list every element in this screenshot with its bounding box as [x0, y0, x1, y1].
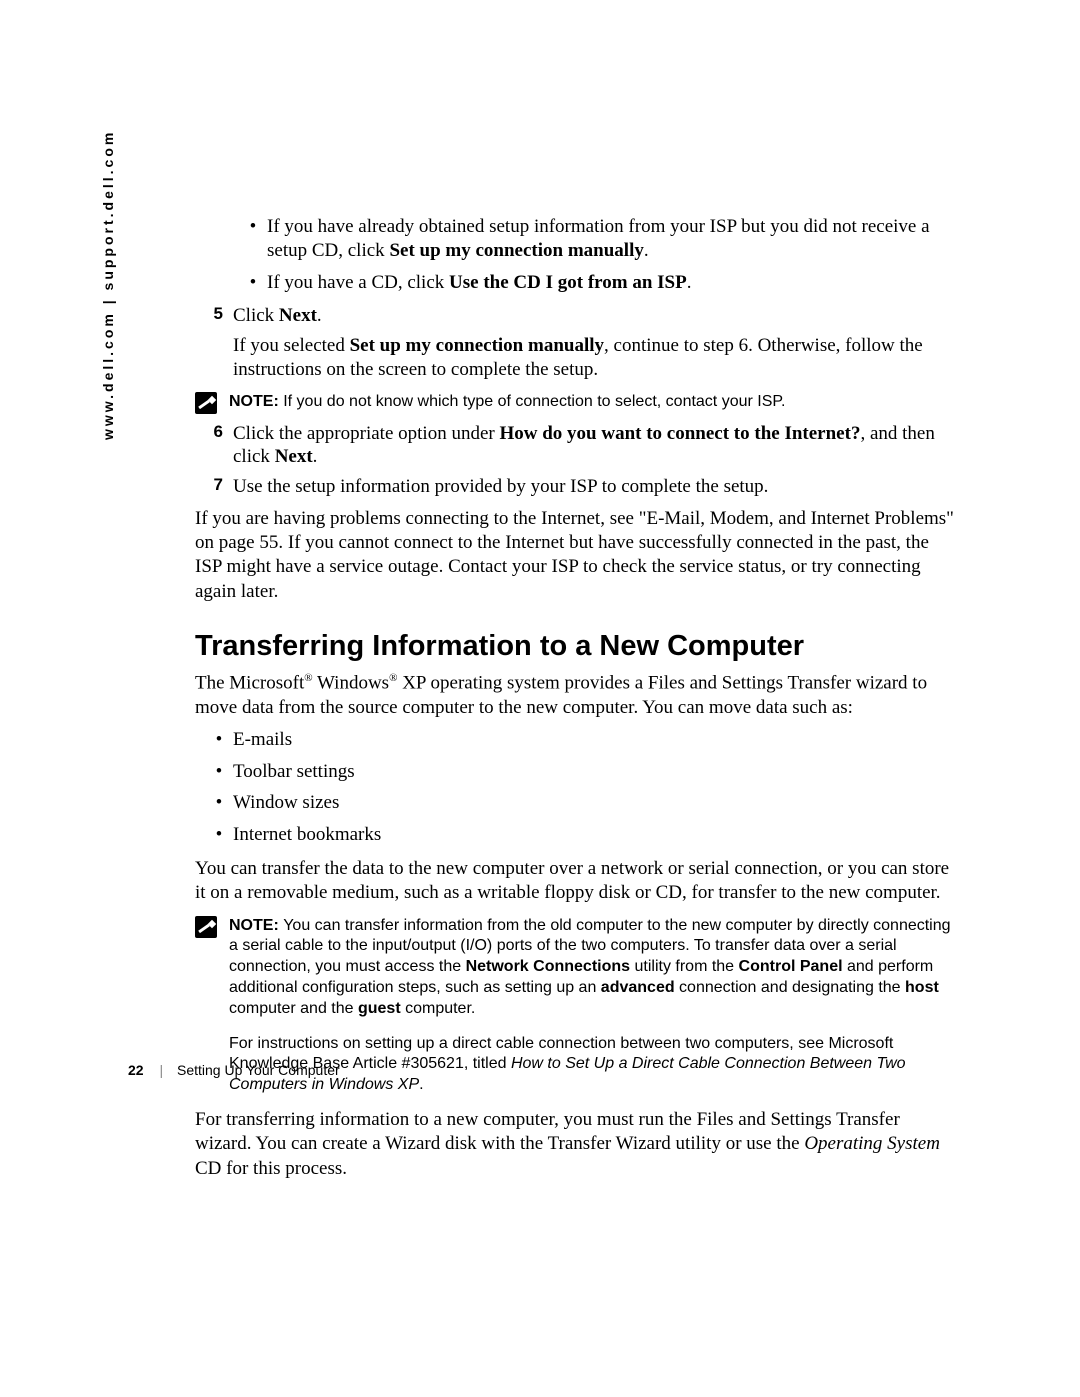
bold-text: Next — [275, 446, 313, 467]
text: Click the appropriate option under — [233, 423, 499, 444]
step-body: Click Next. If you selected Set up my co… — [233, 304, 955, 381]
text: connection and designating the — [675, 979, 905, 996]
bold-text: guest — [358, 1000, 401, 1017]
bullet-text: E-mails — [233, 728, 955, 752]
bullet-item: •Toolbar settings — [205, 760, 955, 784]
bullet-dot: • — [239, 215, 267, 263]
text: The Microsoft — [195, 672, 304, 693]
note-text: NOTE: You can transfer information from … — [229, 916, 955, 1020]
text: For transferring information to a new co… — [195, 1109, 900, 1154]
bullet-text: Toolbar settings — [233, 760, 955, 784]
bullet-text: Window sizes — [233, 791, 955, 815]
note-label: NOTE: — [229, 917, 283, 934]
note-icon — [195, 916, 217, 938]
bullet-dot: • — [205, 823, 233, 847]
bold-text: Set up my connection manually — [389, 240, 643, 261]
step-6: 6 Click the appropriate option under How… — [195, 422, 955, 470]
page: www.dell.com | support.dell.com • If you… — [0, 0, 1080, 1397]
note-icon — [195, 392, 217, 414]
bullet-item: • If you have a CD, click Use the CD I g… — [239, 271, 955, 295]
italic-text: Operating System — [804, 1133, 940, 1154]
bold-text: Set up my connection manually — [350, 335, 604, 356]
bullet-dot: • — [205, 791, 233, 815]
bold-text: Use the CD I got from an ISP — [449, 272, 687, 293]
text: . — [313, 446, 318, 467]
paragraph-transfer: You can transfer the data to the new com… — [195, 857, 955, 906]
text: utility from the — [630, 958, 738, 975]
text: . — [419, 1076, 423, 1093]
footer-title: Setting Up Your Computer — [177, 1062, 340, 1078]
text: CD for this process. — [195, 1158, 347, 1179]
bullet-list-transfer: •E-mails •Toolbar settings •Window sizes… — [205, 728, 955, 847]
step-body: Click the appropriate option under How d… — [233, 422, 955, 470]
step-number: 6 — [195, 422, 233, 470]
heading-transferring: Transferring Information to a New Comput… — [195, 630, 955, 663]
text: Windows — [313, 672, 389, 693]
step-7: 7 Use the setup information provided by … — [195, 475, 955, 499]
text: Click — [233, 305, 279, 326]
step-number: 5 — [195, 304, 233, 381]
text: . — [687, 272, 692, 293]
bold-text: Network Connections — [466, 958, 630, 975]
bullet-text: If you have already obtained setup infor… — [267, 215, 955, 263]
bullet-item: •Internet bookmarks — [205, 823, 955, 847]
text: computer and the — [229, 1000, 358, 1017]
bullet-item: •Window sizes — [205, 791, 955, 815]
bullet-dot: • — [205, 728, 233, 752]
paragraph-final: For transferring information to a new co… — [195, 1108, 955, 1181]
step-number: 7 — [195, 475, 233, 499]
registered-symbol: ® — [304, 672, 312, 684]
bold-text: host — [905, 979, 939, 996]
content-column: • If you have already obtained setup inf… — [195, 215, 955, 1189]
side-url: www.dell.com | support.dell.com — [100, 130, 116, 440]
text: computer. — [401, 1000, 476, 1017]
bullet-item: •E-mails — [205, 728, 955, 752]
page-number: 22 — [128, 1062, 144, 1078]
bold-text: Control Panel — [739, 958, 843, 975]
bold-text: advanced — [601, 979, 675, 996]
text: . — [317, 305, 322, 326]
bullet-dot: • — [239, 271, 267, 295]
text: If you have a CD, click — [267, 272, 449, 293]
step-5: 5 Click Next. If you selected Set up my … — [195, 304, 955, 381]
bullet-text: Internet bookmarks — [233, 823, 955, 847]
page-footer: 22 | Setting Up Your Computer — [128, 1062, 340, 1078]
text: If you selected — [233, 335, 350, 356]
note-label: NOTE: — [229, 393, 283, 410]
footer-separator: | — [159, 1062, 163, 1078]
note-text: NOTE: If you do not know which type of c… — [229, 392, 955, 413]
paragraph-microsoft: The Microsoft® Windows® XP operating sys… — [195, 671, 955, 720]
text: If you do not know which type of connect… — [283, 393, 785, 410]
bold-text: How do you want to connect to the Intern… — [499, 423, 860, 444]
bullet-dot: • — [205, 760, 233, 784]
paragraph-problems: If you are having problems connecting to… — [195, 507, 955, 604]
note-block: NOTE: If you do not know which type of c… — [195, 392, 955, 414]
text: . — [644, 240, 649, 261]
bullet-text: If you have a CD, click Use the CD I got… — [267, 271, 955, 295]
bullet-item: • If you have already obtained setup inf… — [239, 215, 955, 263]
bullet-list-isp-options: • If you have already obtained setup inf… — [239, 215, 955, 294]
step-body: Use the setup information provided by yo… — [233, 475, 955, 499]
bold-text: Next — [279, 305, 317, 326]
note-block: NOTE: You can transfer information from … — [195, 916, 955, 1020]
